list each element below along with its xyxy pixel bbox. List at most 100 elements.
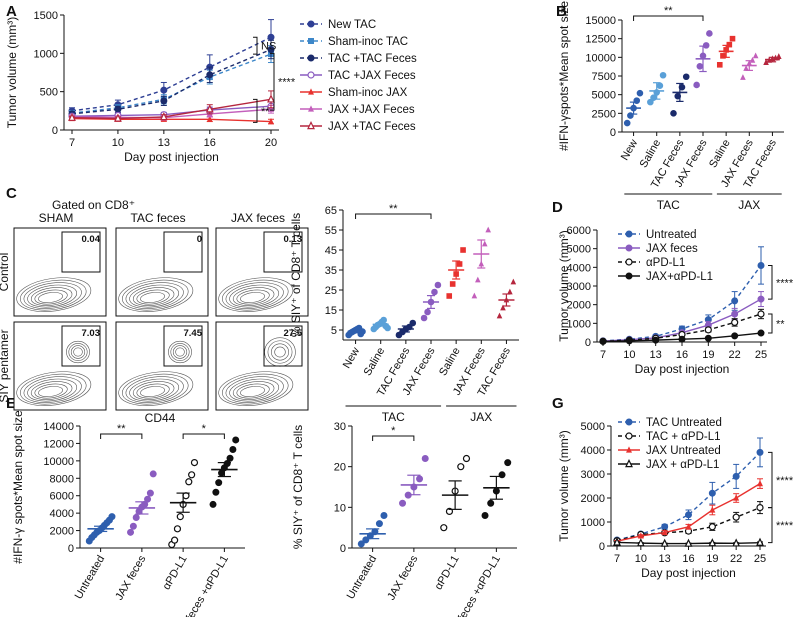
data-point [496,312,503,319]
x-tick-label: 22 [730,553,742,565]
contour-line [236,383,270,399]
y-tick-label: 8000 [50,473,74,485]
data-point [706,30,713,37]
legend-label: αPD-L1 [646,257,685,269]
y-tick-label: 6000 [50,491,74,503]
contour-line [34,289,68,305]
contour-line [125,376,184,403]
significance-label: **** [278,77,296,89]
y-tick-label: 2500 [592,108,616,120]
panel-letter-G: G [552,395,564,412]
contour-line [34,383,68,399]
gate-percentage: 0.13 [284,234,303,245]
panel-letter-D: D [552,199,563,216]
y-tick-label: 0 [599,541,605,553]
data-point [487,499,495,507]
flow-plot: 0.04 [13,227,107,317]
legend-label: Sham-inoc JAX [328,87,408,99]
contour-line [240,292,265,303]
significance-label: ** [117,423,126,435]
group-label: TAC [382,410,405,424]
data-point [708,523,716,531]
data-point [599,337,607,345]
data-point [704,326,712,334]
x-tick-label: New [341,345,362,370]
x-tick-label: 16 [676,349,688,361]
gate-percentage: 0.04 [82,234,101,245]
contour-line [270,343,290,361]
data-point [268,117,274,125]
x-tick-label: αPD-L1 [433,554,462,593]
data-point [763,59,769,65]
data-point [732,513,740,521]
contour-line [132,287,175,306]
data-point [176,513,184,521]
significance-label: * [202,423,207,435]
flow-column-label: TAC feces [130,211,185,225]
data-point [670,110,677,117]
legend-marker [625,258,633,266]
data-point [613,537,621,546]
data-point [661,528,668,536]
contour-line [170,343,190,361]
data-point [704,334,712,342]
data-point [475,276,481,283]
data-point [647,98,654,106]
data-point [159,111,168,121]
legend-label: Sham-inoc TAC [328,36,408,48]
data-point [471,292,478,299]
flow-grid: Gated on CD8⁺SHAM TAC feces JAX feces Contr… [0,198,309,425]
data-point [449,281,456,287]
y-tick-label: 1000 [567,318,591,330]
contour-line [236,289,270,305]
data-point [399,499,407,507]
data-point [267,94,275,103]
legend-label: JAX+αPD-L1 [646,271,713,283]
contour-line [66,340,90,364]
data-point [171,536,179,544]
significance-bracket [270,52,275,111]
y-tick-label: 5000 [567,244,591,256]
legend-label: JAX +JAX Feces [328,104,415,116]
data-point [656,82,664,90]
group-label: JAX [738,198,760,212]
data-point [678,335,686,343]
gate-percentage: 0 [197,234,202,245]
contour-line [16,277,92,312]
data-point [209,500,217,508]
x-tick-label: 7 [600,349,606,361]
y-tick-label: 4000 [567,262,591,274]
gate-percentage: 7.03 [82,328,101,339]
x-tick-label: 13 [659,553,671,565]
legend-label: TAC +JAX Feces [328,70,416,82]
y-axis-label: #IFN-γ spots*Mean spot size [11,410,25,564]
legend-marker [308,38,314,44]
x-tick-label: αPD-L1 [161,554,190,593]
data-point [732,538,741,547]
y-axis-label: % SIY⁺ of CD8⁺ T cells [289,213,303,337]
significance-label: ** [389,203,398,215]
data-point [623,119,631,127]
x-tick-label: 10 [112,137,124,149]
data-point [729,35,736,42]
contour-line [23,282,82,309]
data-point [510,278,517,285]
data-point [132,514,140,521]
data-point [434,281,442,289]
contour-line [38,292,63,303]
data-point [127,528,135,536]
data-point [357,540,365,548]
y-axis-label: Tumor volume (mm³) [5,17,19,129]
x-tick-label: Untreated [73,554,108,602]
data-point [720,53,726,59]
contour-line [218,371,294,406]
x-tick-label: 7 [69,137,75,149]
x-tick-label: Untreated [345,554,380,602]
data-point [757,329,765,337]
y-tick-label: 3000 [567,281,591,293]
data-point [205,104,214,113]
flow-column-label: SHAM [39,211,74,225]
contour-line [229,284,280,308]
data-point [267,33,275,41]
